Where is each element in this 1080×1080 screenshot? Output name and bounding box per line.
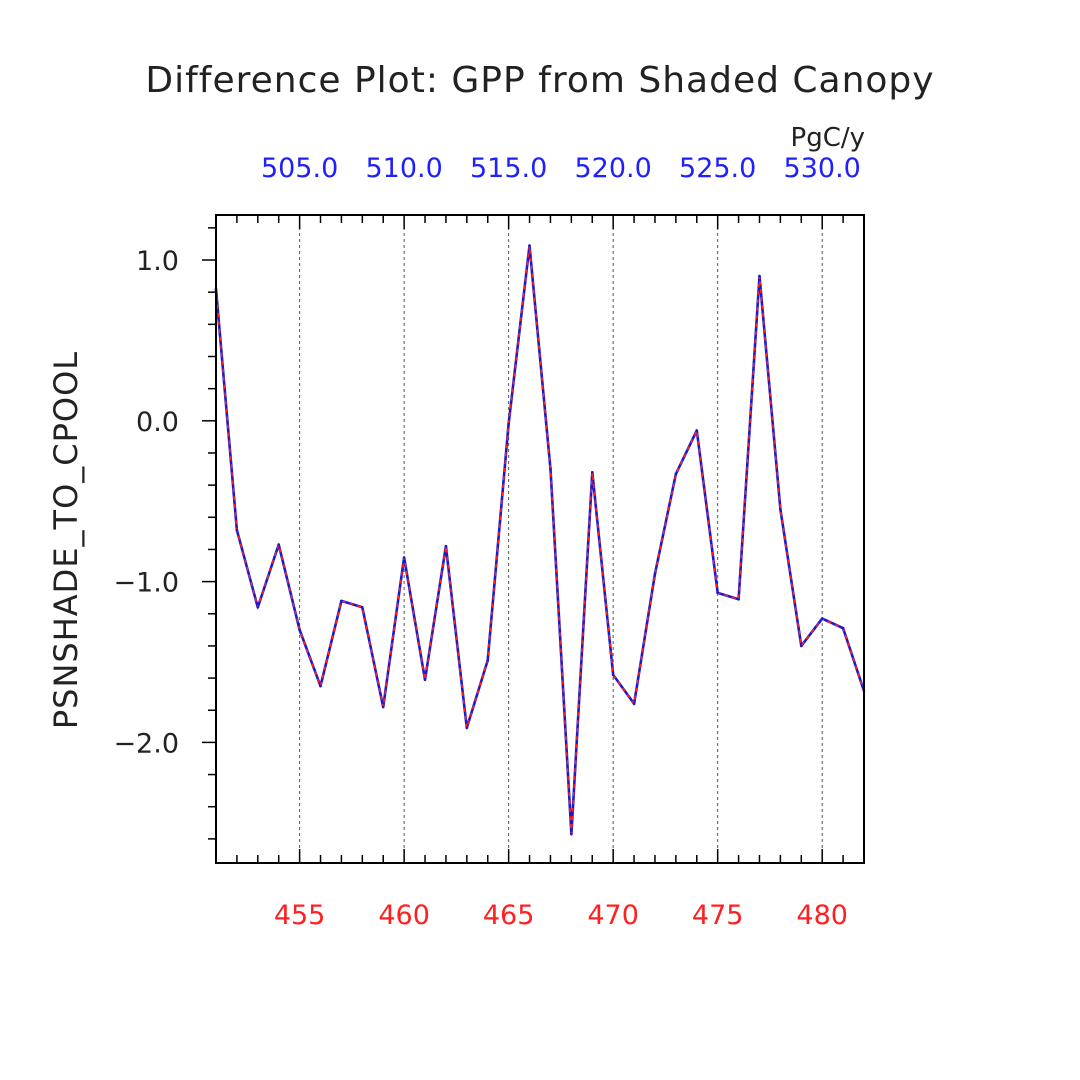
data-point-477: [758, 274, 761, 278]
y-axis-title: PSNSHADE_TO_CPOOL: [47, 351, 85, 729]
plot-frame: [215, 214, 865, 864]
data-point-472: [653, 572, 657, 575]
x-tick-label-bottom: 480: [796, 900, 848, 931]
x-tick-label-bottom: 455: [274, 900, 326, 931]
x-tick-label-top: 530.0: [784, 153, 861, 184]
data-point-476: [737, 598, 740, 601]
x-tick-label-bottom: 470: [587, 900, 639, 931]
data-series: [214, 244, 866, 836]
y-tick-label: −1.0: [113, 568, 179, 599]
data-point-454: [277, 543, 281, 546]
data-point-468: [570, 832, 573, 836]
data-point-469: [591, 471, 594, 474]
data-point-467: [549, 467, 552, 471]
data-point-466: [528, 244, 531, 247]
data-point-474: [695, 429, 699, 432]
y-tick-label: 0.0: [136, 407, 179, 438]
x-tick-label-top: 505.0: [261, 153, 338, 184]
data-point-453: [256, 606, 260, 609]
data-point-459: [381, 705, 385, 709]
x-tick-label-top: 515.0: [470, 153, 547, 184]
data-point-455: [298, 628, 301, 632]
data-point-475: [716, 591, 719, 595]
data-point-456: [319, 684, 322, 688]
y-tick-label: −2.0: [113, 728, 179, 759]
data-point-480: [820, 617, 824, 620]
data-point-460: [402, 556, 406, 559]
data-point-463: [465, 726, 469, 730]
x-tick-label-bottom: 475: [692, 900, 744, 931]
data-point-465: [507, 422, 510, 426]
data-point-479: [800, 644, 803, 648]
grid-lines: [299, 215, 823, 863]
data-point-452: [235, 528, 239, 532]
chart-title: Difference Plot: GPP from Shaded Canopy: [145, 60, 934, 101]
data-point-478: [779, 508, 782, 511]
y-tick-label: 1.0: [136, 246, 179, 277]
x-tick-label-bottom: 465: [483, 900, 535, 931]
data-point-464: [486, 659, 490, 662]
tick-labels: 1.0 0.0 −1.0 −2.0 455 460 465 470 475 480 505.0 510…: [113, 153, 860, 931]
data-point-473: [674, 472, 678, 476]
x-tick-label-top: 525.0: [679, 153, 756, 184]
axis-ticks: [202, 215, 865, 863]
data-point-458: [361, 606, 364, 609]
x-tick-label-top: 520.0: [575, 153, 652, 184]
data-point-461: [423, 678, 427, 681]
series-line: [214, 244, 866, 836]
data-point-462: [444, 544, 448, 548]
data-point-471: [632, 702, 636, 706]
units-label: PgC/y: [791, 123, 865, 153]
data-point-481: [841, 626, 845, 630]
x-tick-label-bottom: 460: [378, 900, 430, 931]
x-tick-label-top: 510.0: [365, 153, 442, 184]
series-line-dashes: [215, 245, 865, 835]
data-point-457: [340, 599, 343, 603]
data-point-470: [611, 673, 615, 677]
